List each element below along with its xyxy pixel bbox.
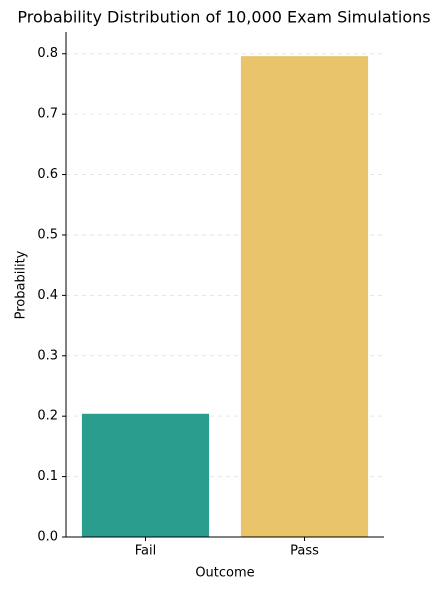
y-tick-label: 0.7 bbox=[37, 107, 58, 122]
x-tick-label: Pass bbox=[290, 544, 319, 559]
y-tick-label: 0.2 bbox=[37, 409, 58, 424]
y-axis-label: Probability bbox=[14, 250, 29, 319]
y-tick-label: 0.3 bbox=[37, 348, 58, 363]
bar bbox=[81, 413, 210, 537]
bar bbox=[240, 56, 369, 537]
y-tick-label: 0.5 bbox=[37, 227, 58, 242]
y-tick-label: 0.0 bbox=[37, 530, 58, 545]
chart-title: Probability Distribution of 10,000 Exam … bbox=[17, 8, 430, 27]
y-tick-label: 0.6 bbox=[37, 167, 58, 182]
x-axis-label: Outcome bbox=[195, 566, 254, 581]
x-tick-label: Fail bbox=[135, 544, 156, 559]
y-tick-label: 0.8 bbox=[37, 46, 58, 61]
y-tick-label: 0.1 bbox=[37, 469, 58, 484]
y-tick-label: 0.4 bbox=[37, 288, 58, 303]
